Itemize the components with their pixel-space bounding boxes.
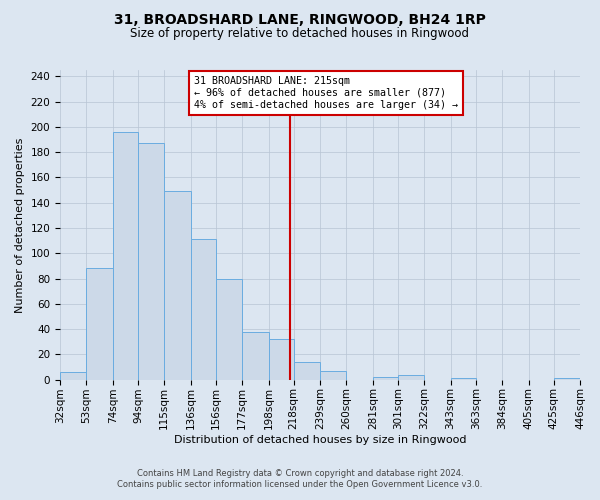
Bar [373,377,398,380]
Bar [191,240,216,380]
Bar [164,192,191,380]
Bar [138,144,164,380]
Y-axis label: Number of detached properties: Number of detached properties [15,137,25,312]
Bar [242,332,269,380]
Bar [216,278,242,380]
X-axis label: Distribution of detached houses by size in Ringwood: Distribution of detached houses by size … [174,435,466,445]
Bar [113,132,138,380]
Text: 31, BROADSHARD LANE, RINGWOOD, BH24 1RP: 31, BROADSHARD LANE, RINGWOOD, BH24 1RP [114,12,486,26]
Bar [293,362,320,380]
Text: Contains HM Land Registry data © Crown copyright and database right 2024.: Contains HM Land Registry data © Crown c… [137,468,463,477]
Text: Contains public sector information licensed under the Open Government Licence v3: Contains public sector information licen… [118,480,482,489]
Bar [320,371,346,380]
Bar [269,339,293,380]
Text: 31 BROADSHARD LANE: 215sqm
← 96% of detached houses are smaller (877)
4% of semi: 31 BROADSHARD LANE: 215sqm ← 96% of deta… [194,76,458,110]
Bar [451,378,476,380]
Text: Size of property relative to detached houses in Ringwood: Size of property relative to detached ho… [131,28,470,40]
Bar [554,378,580,380]
Bar [398,374,424,380]
Bar [86,268,113,380]
Bar [60,372,86,380]
